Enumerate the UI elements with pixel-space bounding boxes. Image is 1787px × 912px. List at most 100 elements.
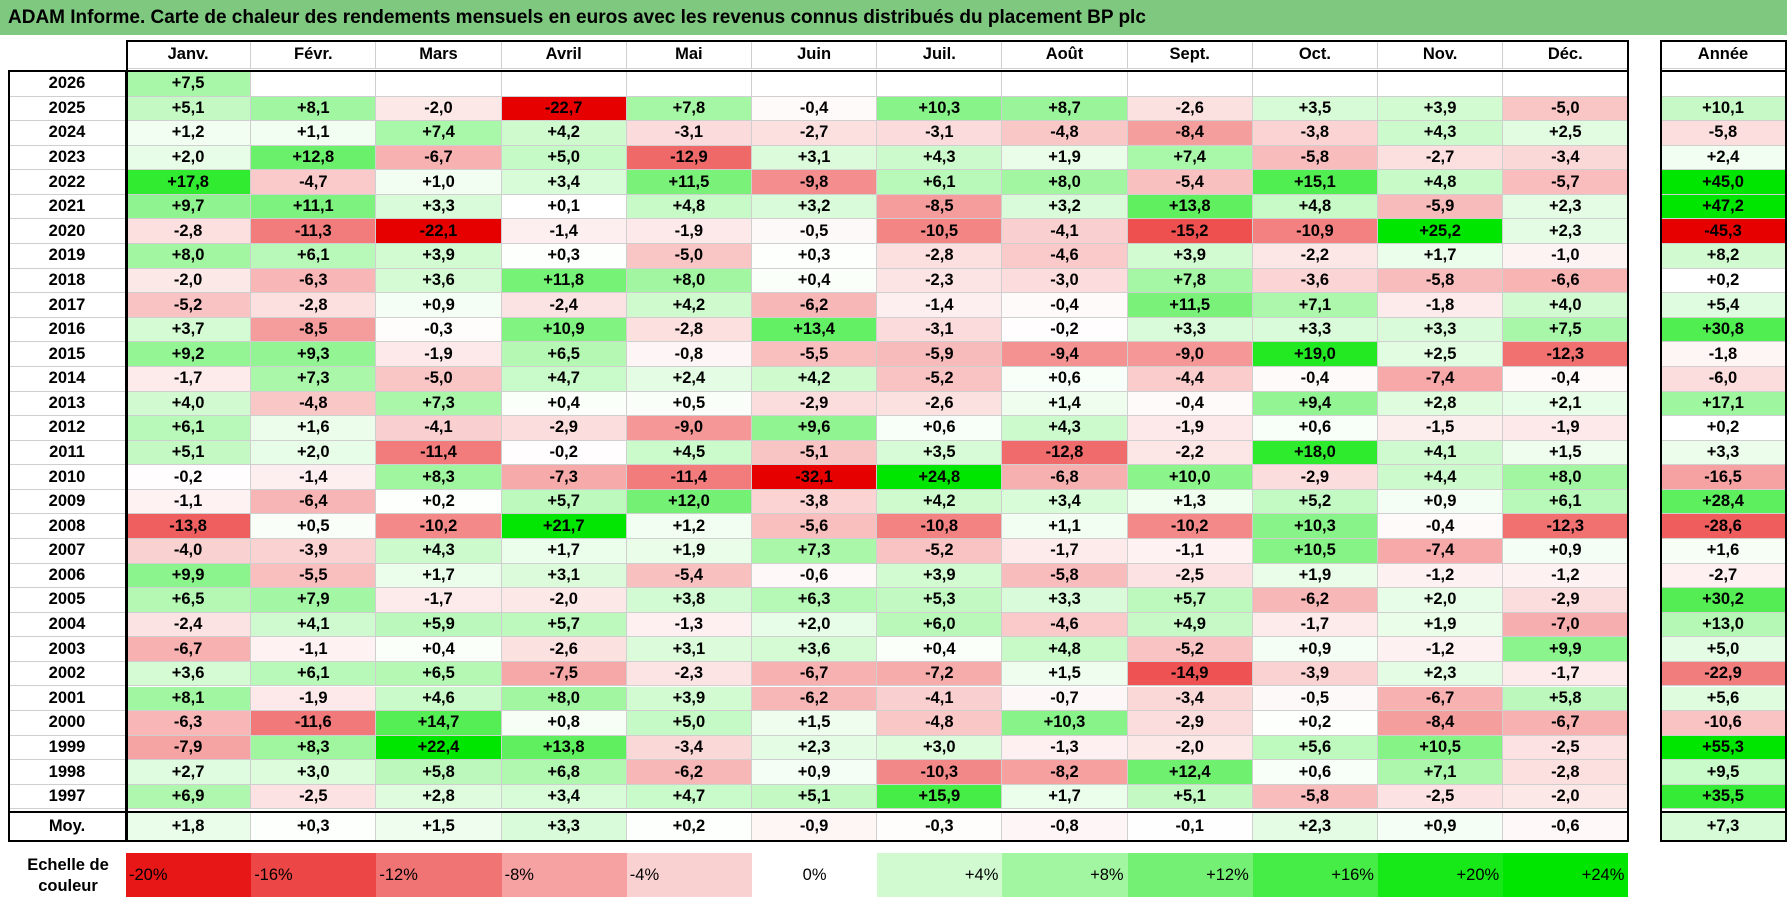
heat-cell: +10,9 bbox=[501, 317, 627, 343]
heat-cell: +5,2 bbox=[1252, 489, 1378, 515]
heat-cell: -5,9 bbox=[877, 342, 1003, 367]
heat-cell: +2,4 bbox=[626, 366, 752, 392]
heat-cell: -22,1 bbox=[376, 219, 502, 245]
heat-cell: +5,3 bbox=[877, 588, 1003, 613]
heat-cell: +8,0 bbox=[501, 686, 627, 712]
heat-cell: +0,9 bbox=[1503, 539, 1629, 564]
year-label-2025: 2025 bbox=[8, 96, 126, 122]
heat-cell: -1,9 bbox=[626, 219, 752, 245]
heat-cell bbox=[1378, 72, 1504, 97]
month-header-10: Oct. bbox=[1252, 41, 1378, 69]
heat-cell: -6,7 bbox=[1503, 711, 1629, 736]
heat-cell: +4,1 bbox=[251, 612, 377, 638]
heat-cell: +0,2 bbox=[376, 489, 502, 515]
heat-cell: -8,2 bbox=[1002, 760, 1128, 785]
heat-cell: +1,6 bbox=[251, 416, 377, 441]
heat-cell: +3,4 bbox=[1002, 489, 1128, 515]
heat-cell: -6,7 bbox=[752, 661, 878, 687]
heat-cell: -5,7 bbox=[1503, 170, 1629, 195]
scale-stop: -20% bbox=[126, 853, 252, 897]
heat-cell: +1,1 bbox=[1002, 514, 1128, 540]
annual-cell: +55,3 bbox=[1660, 735, 1787, 761]
year-label-2008: 2008 bbox=[8, 514, 126, 540]
annual-cell: +2,4 bbox=[1660, 145, 1787, 171]
color-scale-label: Echelle de couleur bbox=[27, 856, 109, 895]
heat-cell: -2,8 bbox=[251, 293, 377, 318]
year-total-header: Année bbox=[1660, 41, 1787, 69]
heat-cell: -4,1 bbox=[1002, 219, 1128, 245]
heat-cell: +4,2 bbox=[877, 489, 1003, 515]
heat-cell: +4,4 bbox=[1378, 465, 1504, 490]
scale-stop: +8% bbox=[1002, 853, 1128, 897]
heat-cell: -10,2 bbox=[1127, 514, 1253, 540]
heat-cell: +8,3 bbox=[376, 465, 502, 490]
heat-cell: +3,7 bbox=[126, 317, 252, 343]
heat-cell: -5,5 bbox=[752, 342, 878, 367]
heat-cell: +4,0 bbox=[126, 391, 252, 417]
heat-cell: +25,2 bbox=[1378, 219, 1504, 245]
heat-cell: +0,9 bbox=[752, 760, 878, 785]
annual-cell: +28,4 bbox=[1660, 489, 1787, 515]
average-cell: -0,8 bbox=[1002, 813, 1128, 842]
year-label-2006: 2006 bbox=[8, 563, 126, 589]
year-label-2010: 2010 bbox=[8, 465, 126, 490]
heat-cell: -8,5 bbox=[251, 317, 377, 343]
heat-cell: +2,8 bbox=[376, 784, 502, 810]
heat-cell: -2,9 bbox=[501, 416, 627, 441]
heat-cell: +1,7 bbox=[376, 563, 502, 589]
heat-cell: -2,0 bbox=[1503, 784, 1629, 810]
heat-cell: -1,9 bbox=[251, 686, 377, 712]
heat-cell: -4,8 bbox=[1002, 121, 1128, 146]
heat-cell: -11,4 bbox=[376, 440, 502, 466]
annual-cell: -22,9 bbox=[1660, 661, 1787, 687]
average-cell: +1,8 bbox=[126, 813, 252, 842]
heat-cell: -1,7 bbox=[1002, 539, 1128, 564]
heat-cell: +4,6 bbox=[376, 686, 502, 712]
annual-cell: +0,2 bbox=[1660, 416, 1787, 441]
heat-cell: -12,9 bbox=[626, 145, 752, 171]
heat-cell: -3,9 bbox=[251, 539, 377, 564]
heat-cell: +13,8 bbox=[501, 735, 627, 761]
heat-cell: -15,2 bbox=[1127, 219, 1253, 245]
average-cell: +0,2 bbox=[626, 813, 752, 842]
heat-cell: +7,4 bbox=[1127, 145, 1253, 171]
year-label-2019: 2019 bbox=[8, 244, 126, 269]
heat-cell: +8,1 bbox=[251, 96, 377, 122]
heat-cell: -3,8 bbox=[1252, 121, 1378, 146]
heat-cell: -6,2 bbox=[1252, 588, 1378, 613]
heat-cell: +2,5 bbox=[1503, 121, 1629, 146]
annual-cell: -45,3 bbox=[1660, 219, 1787, 245]
month-header-2: Févr. bbox=[251, 41, 377, 69]
heat-cell bbox=[501, 72, 627, 97]
heat-cell: -0,7 bbox=[1002, 686, 1128, 712]
heat-cell: -5,0 bbox=[626, 244, 752, 269]
heat-cell: -10,5 bbox=[877, 219, 1003, 245]
heat-cell: -2,8 bbox=[126, 219, 252, 245]
heat-cell: +3,9 bbox=[376, 244, 502, 269]
heat-cell: +9,3 bbox=[251, 342, 377, 367]
heat-cell: +0,6 bbox=[1002, 366, 1128, 392]
heat-cell bbox=[251, 72, 377, 97]
heat-cell: +13,8 bbox=[1127, 194, 1253, 220]
annual-cell: +13,0 bbox=[1660, 612, 1787, 638]
heat-cell: +11,1 bbox=[251, 194, 377, 220]
heat-cell: -5,2 bbox=[877, 539, 1003, 564]
heat-cell: +2,3 bbox=[752, 735, 878, 761]
heat-cell: -2,7 bbox=[1378, 145, 1504, 171]
heat-cell: -4,6 bbox=[1002, 244, 1128, 269]
heat-cell: -6,2 bbox=[752, 686, 878, 712]
heat-cell: +4,7 bbox=[501, 366, 627, 392]
heat-cell: -22,7 bbox=[501, 96, 627, 122]
heat-cell: -6,3 bbox=[126, 711, 252, 736]
scale-stop: +20% bbox=[1378, 853, 1504, 897]
heat-cell: +0,5 bbox=[626, 391, 752, 417]
heat-cell: +7,5 bbox=[1503, 317, 1629, 343]
heat-cell: -9,0 bbox=[1127, 342, 1253, 367]
heat-cell: -1,1 bbox=[1127, 539, 1253, 564]
heat-cell: +10,5 bbox=[1378, 735, 1504, 761]
scale-stop: +16% bbox=[1252, 853, 1378, 897]
month-header-3: Mars bbox=[376, 41, 502, 69]
month-header-5: Mai bbox=[626, 41, 752, 69]
year-label-2013: 2013 bbox=[8, 391, 126, 417]
heat-cell: -8,4 bbox=[1378, 711, 1504, 736]
